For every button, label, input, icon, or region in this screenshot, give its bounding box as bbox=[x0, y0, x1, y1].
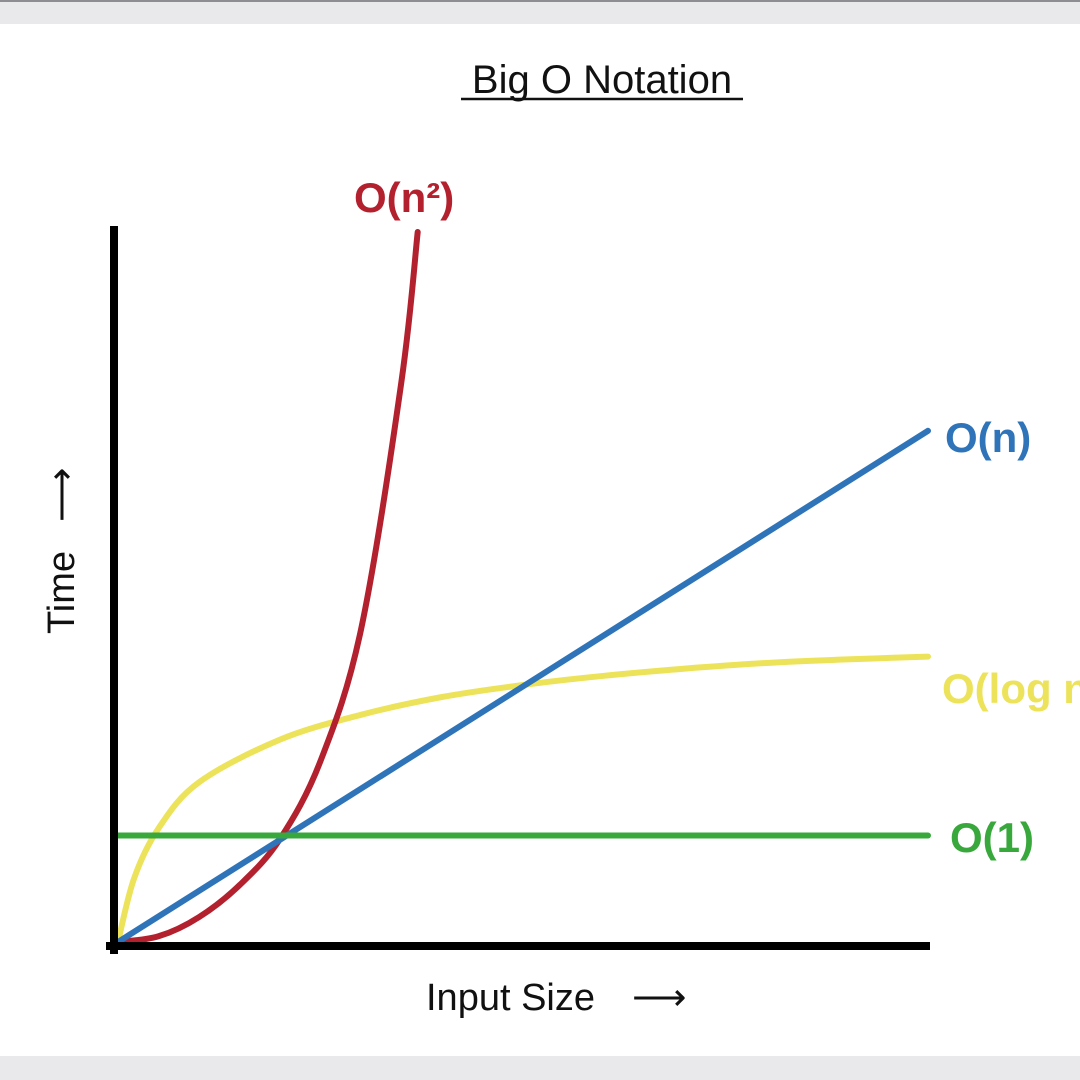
y-axis-label: Time bbox=[41, 551, 83, 634]
series-line-1 bbox=[115, 427, 931, 945]
top-bar bbox=[0, 0, 1080, 24]
y-axis-arrow: ⟶ bbox=[41, 468, 83, 522]
series-line-2 bbox=[115, 653, 931, 945]
x-axis-label: Input Size bbox=[426, 977, 595, 1019]
series-label-3: O(1) bbox=[950, 814, 1034, 861]
bottom-bar bbox=[0, 1056, 1080, 1080]
series-label-2: O(log n) bbox=[942, 665, 1080, 712]
x-axis-arrow: ⟶ bbox=[632, 977, 686, 1019]
series-layer bbox=[115, 229, 931, 945]
chart-title: Big O Notation bbox=[472, 58, 732, 102]
series-line-0 bbox=[115, 229, 421, 945]
series-label-0: O(n²) bbox=[354, 174, 454, 221]
series-label-1: O(n) bbox=[945, 414, 1031, 461]
series-label-layer: O(n²) O(n) O(log n) O(1) bbox=[354, 174, 1080, 861]
